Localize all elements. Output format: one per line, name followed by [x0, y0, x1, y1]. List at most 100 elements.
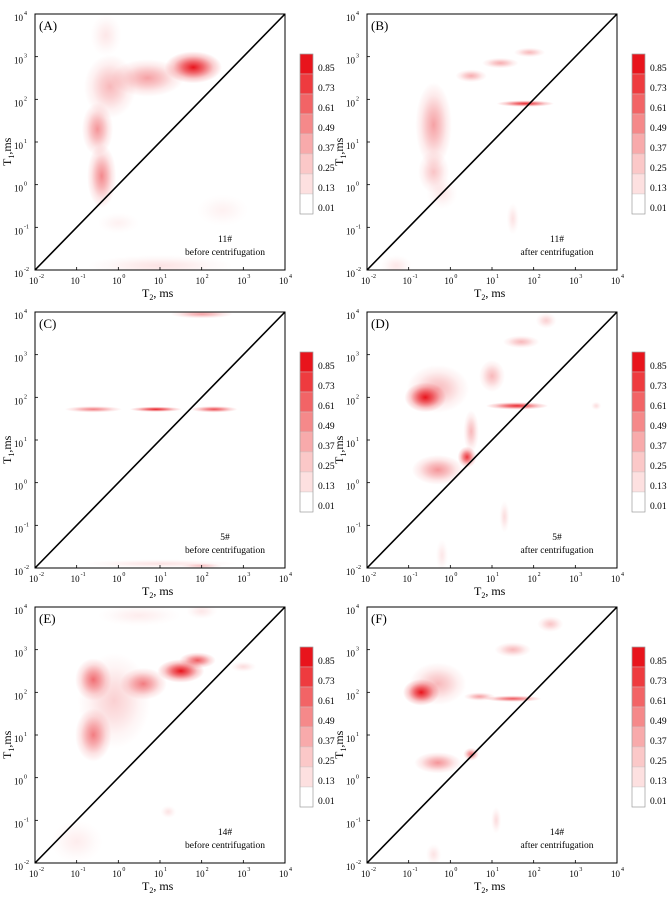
- y-tick-label: 10: [14, 13, 24, 23]
- heatmap-blobs: [380, 47, 554, 270]
- colorbar-label: 0.37: [650, 442, 667, 452]
- x-tick-label: 10: [569, 276, 579, 286]
- y-tick-label: 10: [14, 567, 24, 577]
- x-tick-exponent: 0: [454, 274, 457, 280]
- x-tick-label: 10: [71, 869, 81, 879]
- y-tick-label: 10: [346, 819, 356, 829]
- colorbar-label: 0.49: [650, 717, 667, 727]
- x-tick-exponent: 1: [496, 867, 499, 873]
- y-tick-label: 10: [346, 396, 356, 406]
- heatmap-peak: [499, 500, 510, 533]
- y-axis-label: T1,ms: [0, 730, 16, 759]
- x-tick-label: 10: [444, 574, 454, 584]
- x-tick-exponent: 2: [206, 274, 209, 280]
- x-tick-label: 10: [569, 574, 579, 584]
- y-tick-label: 10: [14, 649, 24, 659]
- x-axis-label: T2, ms: [474, 879, 506, 895]
- x-tick-label: 10: [569, 869, 579, 879]
- y-tick-exponent: 0: [24, 182, 27, 188]
- colorbar-segment: [631, 746, 646, 768]
- colorbar-label: 0.01: [650, 502, 667, 512]
- y-tick-exponent: 2: [24, 394, 27, 400]
- colorbar-segment: [631, 786, 646, 808]
- sample-state: after centrifugation: [520, 840, 593, 851]
- colorbar-label: 0.25: [318, 462, 335, 472]
- colorbar-label: 0.37: [650, 737, 667, 747]
- panel-label: (D): [371, 316, 389, 331]
- y-tick-exponent: -1: [24, 224, 29, 230]
- colorbar-segment: [631, 153, 646, 175]
- diagonal-line: [34, 311, 286, 569]
- sample-state: after centrifugation: [520, 545, 593, 556]
- x-axis-label: T2, ms: [142, 584, 174, 600]
- colorbar-segment: [631, 706, 646, 728]
- y-tick-exponent: 2: [356, 394, 359, 400]
- colorbar-label: 0.85: [318, 657, 335, 667]
- y-tick-exponent: -1: [24, 817, 29, 823]
- colorbar-segment: [631, 726, 646, 748]
- heatmap-peak: [590, 401, 602, 411]
- colorbar-segment: [631, 491, 646, 513]
- x-axis-label: T2, ms: [142, 879, 174, 895]
- x-tick-exponent: -1: [81, 274, 86, 280]
- y-tick-exponent: 2: [24, 96, 27, 102]
- x-tick-exponent: 3: [579, 572, 582, 578]
- heatmap-peak: [455, 69, 487, 83]
- sample-state: before centrifugation: [185, 545, 265, 556]
- y-tick-label: 10: [346, 13, 356, 23]
- x-tick-label: 10: [528, 276, 538, 286]
- y-tick-label: 10: [14, 482, 24, 492]
- x-tick-label: 10: [486, 869, 496, 879]
- sample-id: 5#: [220, 533, 230, 543]
- colorbar-segment: [631, 666, 646, 688]
- y-tick-exponent: 1: [356, 139, 359, 145]
- colorbar-label: 0.01: [318, 204, 335, 214]
- x-tick-label: 10: [528, 574, 538, 584]
- x-tick-exponent: 1: [164, 572, 167, 578]
- colorbar-segment: [299, 666, 314, 688]
- x-tick-label: 10: [71, 276, 81, 286]
- colorbar-segment: [299, 646, 314, 668]
- y-axis-label: T1,ms: [332, 137, 348, 166]
- colorbar: 0.85 0.73 0.61 0.49 0.37 0.25 0.13 0.01: [631, 646, 667, 808]
- heatmap-peak: [87, 144, 117, 209]
- y-tick-exponent: -1: [356, 224, 361, 230]
- colorbar-segment: [631, 193, 646, 215]
- colorbar-segment: [299, 73, 314, 95]
- colorbar-segment: [299, 411, 314, 433]
- heatmap-peak: [64, 406, 122, 413]
- x-tick-label: 10: [154, 276, 164, 286]
- x-tick-label: 10: [279, 869, 289, 879]
- colorbar-label: 0.01: [650, 204, 667, 214]
- x-tick-label: 10: [403, 869, 413, 879]
- heatmap-blobs: [64, 312, 239, 568]
- x-tick-exponent: -2: [39, 274, 44, 280]
- x-tick-exponent: 4: [621, 572, 624, 578]
- y-tick-exponent: 0: [356, 480, 359, 486]
- x-tick-exponent: -2: [39, 867, 44, 873]
- y-tick-exponent: -2: [24, 860, 29, 866]
- y-tick-exponent: 4: [24, 604, 27, 610]
- sample-state: before centrifugation: [185, 247, 265, 258]
- y-tick-label: 10: [346, 691, 356, 701]
- x-tick-exponent: 2: [538, 867, 541, 873]
- heatmap-peak: [97, 607, 181, 627]
- y-tick-label: 10: [346, 439, 356, 449]
- y-tick-label: 10: [346, 649, 356, 659]
- heatmap-blobs: [50, 607, 257, 863]
- x-tick-exponent: 0: [122, 572, 125, 578]
- colorbar-segment: [631, 471, 646, 493]
- colorbar-label: 0.49: [318, 717, 335, 727]
- x-tick-exponent: 1: [164, 867, 167, 873]
- colorbar-label: 0.37: [318, 442, 335, 452]
- x-tick-exponent: -2: [39, 572, 44, 578]
- heatmap-peak: [494, 642, 532, 658]
- x-tick-label: 10: [154, 869, 164, 879]
- x-tick-label: 10: [486, 574, 496, 584]
- colorbar-label: 0.13: [318, 777, 335, 787]
- colorbar-label: 0.13: [650, 184, 667, 194]
- y-tick-label: 10: [346, 734, 356, 744]
- heatmap-peak: [414, 752, 462, 774]
- y-tick-label: 10: [14, 56, 24, 66]
